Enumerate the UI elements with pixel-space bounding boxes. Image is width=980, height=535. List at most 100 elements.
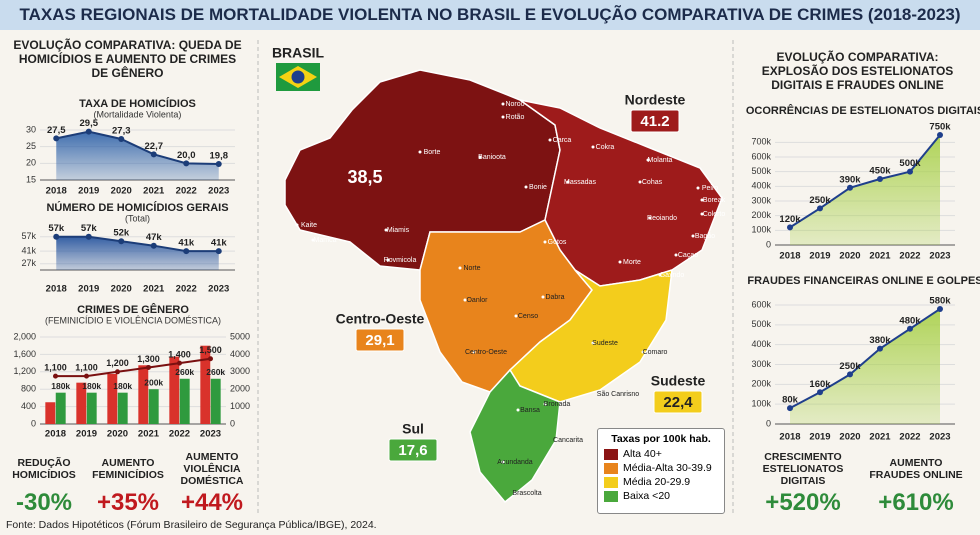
city-dot xyxy=(463,298,467,302)
city-label: Caçao xyxy=(678,252,698,259)
x-tick-label: 2023 xyxy=(208,186,229,197)
city-dot xyxy=(646,158,650,162)
city-label: Bansa xyxy=(520,407,540,414)
x-tick-label: 2020 xyxy=(111,186,132,197)
region-value: 22,4 xyxy=(663,394,693,411)
x-tick-label: 2018 xyxy=(46,186,67,197)
value-label: 1,100 xyxy=(44,363,67,373)
city-label: Noroo xyxy=(505,101,524,108)
bar xyxy=(55,392,66,424)
value-label: 1,300 xyxy=(137,354,160,364)
city-dot xyxy=(514,314,518,318)
line xyxy=(56,235,219,253)
city-label: Cokra xyxy=(596,144,615,151)
stat: AUMENTO VIOLÊNCIA DOMÉSTICA +44% xyxy=(172,450,252,518)
point xyxy=(177,360,182,366)
value-label: 480k xyxy=(899,315,921,326)
stat-label: CRESCIMENTO ESTELIONATOS DIGITAIS xyxy=(762,451,844,487)
bar xyxy=(138,365,149,424)
y-tick-label: 41k xyxy=(21,245,36,255)
value-label: 180k xyxy=(113,381,132,391)
city-label: Sudeste xyxy=(592,340,618,347)
value-label: 500k xyxy=(899,158,921,169)
x-tick-label: 2021 xyxy=(143,284,165,295)
city-dot xyxy=(384,228,388,232)
city-dot xyxy=(543,240,547,244)
y-tick-label: 0 xyxy=(766,418,771,428)
city-label: São Canrisno xyxy=(597,391,640,398)
city-label: Oanlor xyxy=(466,297,488,304)
city-label: Bagão xyxy=(695,233,715,240)
value-label: 580k xyxy=(929,295,951,306)
x-tick-label: 2019 xyxy=(78,284,99,295)
point xyxy=(877,345,883,352)
x-tick-label: 2019 xyxy=(809,251,830,262)
city-dot xyxy=(472,350,476,354)
bar xyxy=(107,373,118,424)
legend-label: Baixa <20 xyxy=(623,490,670,502)
city-label: Banioota xyxy=(478,154,506,161)
area xyxy=(56,236,219,270)
city-label: Carca xyxy=(553,137,572,144)
point xyxy=(877,176,883,182)
city-dot xyxy=(696,186,700,190)
y-tick-label: 30 xyxy=(26,124,36,134)
value-label: 52k xyxy=(113,228,130,239)
bar xyxy=(45,402,56,424)
point xyxy=(118,238,125,245)
region-name: Centro-Oeste xyxy=(336,311,425,327)
value-label: 57k xyxy=(81,223,98,234)
value-label: 27,5 xyxy=(47,125,66,136)
x-tick-label: 2022 xyxy=(169,429,190,440)
region-box xyxy=(653,390,703,414)
city-label: Miamis xyxy=(387,227,410,234)
chart-title: NÚMERO DE HOMICÍDIOS GERAIS xyxy=(46,201,228,214)
y-tick-label: 15 xyxy=(26,174,36,184)
city-dot xyxy=(638,180,642,184)
y-tick-label: 27k xyxy=(21,258,36,268)
stat: AUMENTO FRAUDES ONLINE +610% xyxy=(864,450,969,518)
y-tick-label: 20 xyxy=(26,158,36,168)
bar xyxy=(179,378,190,424)
bar xyxy=(200,345,211,424)
legend-swatch xyxy=(604,462,618,474)
y-tick-label: 400 xyxy=(21,401,36,411)
chart-title: CRIMES DE GÊNERO xyxy=(77,303,189,316)
y2-tick-label: 5000 xyxy=(230,331,250,341)
city-dot xyxy=(700,198,704,202)
point xyxy=(208,356,213,362)
legend-swatch xyxy=(604,476,618,488)
value-label: 1,400 xyxy=(168,349,191,359)
x-tick-label: 2020 xyxy=(839,432,860,443)
point xyxy=(907,168,913,175)
x-tick-label: 2021 xyxy=(869,251,891,262)
stat-label: REDUÇÃO HOMICÍDIOS xyxy=(12,457,76,481)
city-dot xyxy=(386,258,390,262)
city-dot xyxy=(591,341,595,345)
value-label: 47k xyxy=(146,232,163,243)
city-dot xyxy=(648,216,652,220)
bar xyxy=(117,392,128,424)
legend-item: Média 20-29.9 xyxy=(604,476,718,488)
value-label: 1,200 xyxy=(106,358,129,368)
x-tick-label: 2023 xyxy=(929,251,950,262)
city-label: Colerto xyxy=(703,211,726,218)
flag xyxy=(276,63,320,91)
region-name: Sul xyxy=(402,421,424,437)
y-tick-label: 100k xyxy=(751,225,771,235)
point xyxy=(53,233,60,240)
point xyxy=(84,373,89,379)
x-tick-label: 2023 xyxy=(208,284,229,295)
city-label: Comaro xyxy=(643,349,668,356)
point xyxy=(787,405,793,412)
city-dot xyxy=(311,238,315,242)
value-label: 450k xyxy=(869,166,891,177)
city-label: Dabra xyxy=(545,294,564,301)
point xyxy=(118,136,125,142)
legend-swatch xyxy=(604,490,618,502)
x-tick-label: 2023 xyxy=(929,432,950,443)
source: Fonte: Dados Hipotéticos (Fórum Brasilei… xyxy=(6,519,377,531)
x-tick-label: 2022 xyxy=(899,251,920,262)
point xyxy=(847,184,853,191)
city-label: Cancarita xyxy=(553,437,583,444)
